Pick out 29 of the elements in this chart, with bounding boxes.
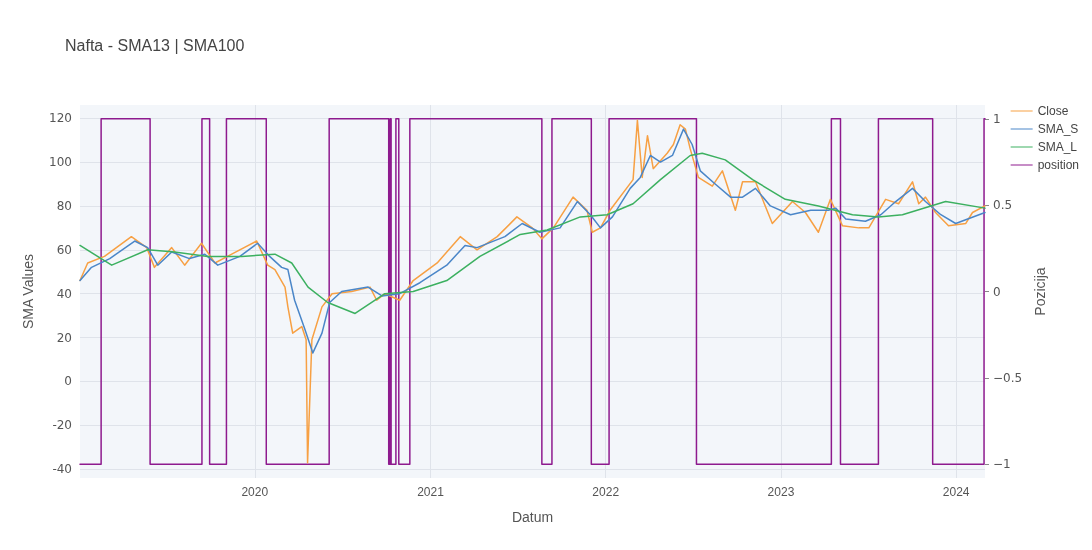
y-tick-label: 80 [56,198,72,213]
y-tick-label: 60 [56,242,72,257]
line-series [79,152,986,315]
y2-axis-title: Pozicija [1032,267,1049,316]
x-tick-label: 2021 [417,485,445,499]
legend-label: SMA_S [1037,122,1079,136]
x-tick-label: 2022 [592,485,620,499]
x-tick-label: 2020 [241,485,269,499]
y-tick-label: -40 [52,462,72,477]
y2-tick-label: 0.5 [993,198,1013,213]
y-tick-label: 100 [49,155,72,170]
y2-tick-label: −0.5 [993,370,1023,385]
legend-label: SMA_L [1037,140,1078,154]
x-tick-label: 2024 [942,485,970,499]
x-tick-label: 2023 [767,485,795,499]
legend-label: Close [1037,104,1069,118]
y-tick-label: -20 [52,418,72,433]
y2-tick-label: −1 [993,457,1011,472]
y-tick-label: 20 [56,330,72,345]
line-series [79,128,986,354]
y-tick-label: 40 [56,286,72,301]
y2-tick-label: 1 [993,111,1001,126]
y-axis-title: SMA Values [20,253,36,330]
y-tick-label: 120 [49,111,72,126]
chart-title: Nafta - SMA13 | SMA100 [65,36,245,54]
y2-tick-label: 0 [993,284,1001,299]
legend-label: position [1037,158,1080,172]
x-axis-title: Datum [511,509,554,525]
y-tick-label: 0 [64,374,72,389]
